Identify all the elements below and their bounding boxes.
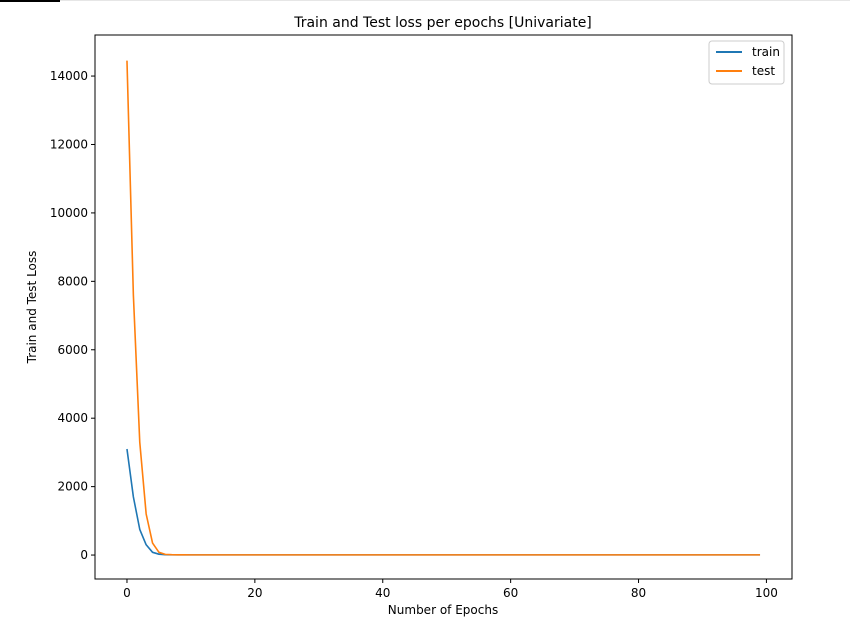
- top-rule: [60, 0, 850, 1]
- x-ticks: 0 20 40 60 80 100: [123, 579, 778, 600]
- plot-area: [94, 34, 793, 580]
- x-tick-label: 100: [755, 586, 778, 600]
- series-line-test: [126, 60, 761, 556]
- series-lines: [126, 60, 761, 556]
- y-tick-label: 0: [80, 548, 88, 562]
- x-tick-label: 40: [375, 586, 390, 600]
- y-axis-title: Train and Test Loss: [25, 251, 39, 365]
- y-tick-label: 10000: [50, 206, 88, 220]
- y-tick-label: 8000: [57, 274, 88, 288]
- x-axis-title: Number of Epochs: [388, 603, 498, 617]
- x-tick-label: 60: [503, 586, 518, 600]
- y-tick-label: 14000: [50, 69, 88, 83]
- legend-label-train: train: [752, 45, 780, 59]
- y-tick-label: 6000: [57, 343, 88, 357]
- x-tick-label: 0: [123, 586, 131, 600]
- legend-label-test: test: [752, 64, 775, 78]
- x-tick-label: 80: [631, 586, 646, 600]
- chart-title: Train and Test loss per epochs [Univaria…: [293, 15, 592, 31]
- y-tick-label: 4000: [57, 411, 88, 425]
- corner-mark: [0, 0, 60, 2]
- y-tick-label: 12000: [50, 137, 88, 151]
- legend: train test: [708, 40, 785, 85]
- y-ticks: 0 2000 4000 6000 8000 10000 12000 14000: [50, 69, 95, 562]
- y-tick-label: 2000: [57, 480, 88, 494]
- x-tick-label: 20: [247, 586, 262, 600]
